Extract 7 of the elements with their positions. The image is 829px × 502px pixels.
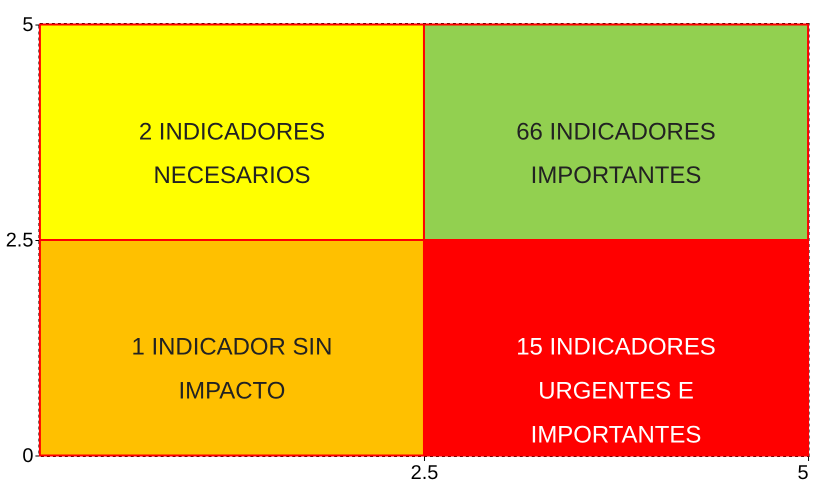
data-label: 66 INDICADORES IMPORTANTES [516, 118, 716, 190]
y-tick-label: 5 [22, 14, 34, 36]
y-tick-label: 0 [22, 444, 34, 467]
data-label: 2 INDICADORES NECESARIOS [138, 118, 326, 190]
data-label: 15 INDICADORES URGENTES E IMPORTANTES [516, 334, 716, 449]
data-label: 1 INDICADOR SIN IMPACTO [132, 334, 332, 405]
y-tick-label: 2.5 [6, 229, 34, 252]
